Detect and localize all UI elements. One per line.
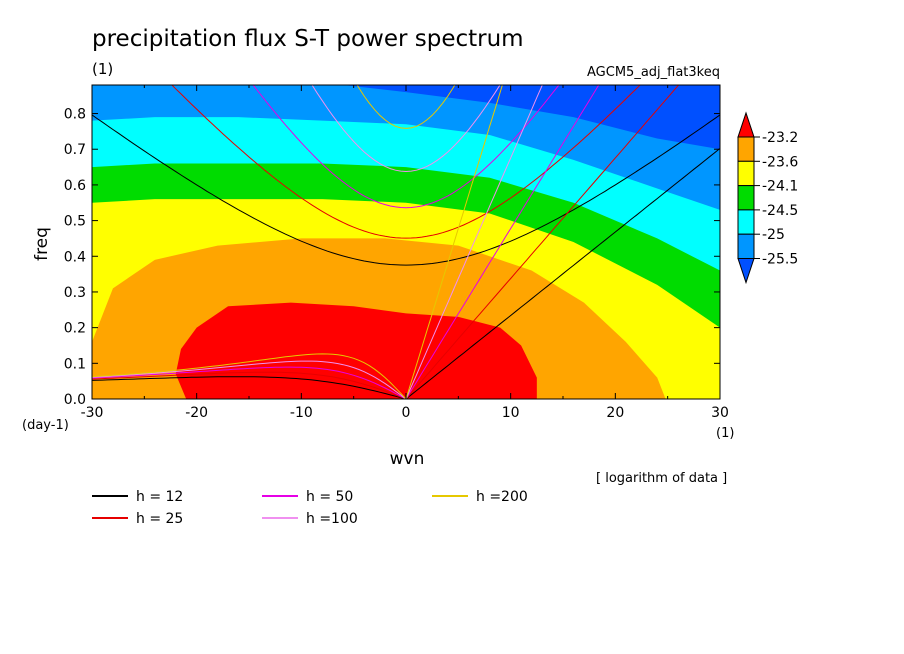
series-line-h25-rossby [92,371,407,399]
x-axis-unit: (1) [716,426,734,441]
colorbar-label: -23.6 [762,154,798,170]
colorbar-segment [737,233,755,259]
colorbar-label: -24.1 [762,179,798,195]
legend: h = 12 h = 25 h = 50 h =100 h =200 [92,489,528,527]
y-tick-label: 0.1 [64,356,86,372]
colorbar-segment [737,136,755,162]
colorbar-label: -25.5 [762,252,798,268]
y-tick-label: 0.7 [64,142,86,158]
x-tick-label: 20 [606,405,624,421]
axis-ticks: -30 -20 -10 0 10 20 30 0.0 0.1 0.2 0.3 0.4 0.5 0.6 0.7… [64,85,729,421]
series-line-h50-rossby [92,366,407,399]
y-axis-unit: (day-1) [22,418,69,433]
series-line-h200-rossby [92,353,407,399]
x-tick-label: -10 [290,405,313,421]
dispersion-lines [92,85,720,399]
series-line-h100-ig1 [311,85,501,173]
colorbar-segment [737,185,755,211]
colorbar-bottom-arrow [737,258,755,285]
series-line-h100-kelvin [405,85,543,399]
subtitle-right: AGCM5_adj_flat3keq [587,65,720,80]
colorbar-top-arrow [737,111,755,138]
series-line-h200-kelvin [405,85,503,399]
legend-label: h =100 [306,511,358,527]
x-tick-label: 10 [502,405,520,421]
colorbar-label: -24.5 [762,203,798,219]
series-line-h25-ig1 [171,85,641,239]
colorbar: -23.2 -23.6 -24.1 -24.5 -25 -25.5 [737,111,798,285]
chart-title: precipitation flux S-T power spectrum [92,26,524,52]
series-line-h12-ig1 [92,114,720,266]
series-line-h200-ig1 [356,85,456,129]
y-tick-label: 0.5 [64,214,86,230]
series-line-h25-kelvin [405,85,680,399]
x-tick-label: 0 [402,405,411,421]
colorbar-segment [737,209,755,235]
series-line-h12-kelvin [405,148,720,399]
x-tick-label: -20 [185,405,208,421]
legend-label: h = 50 [306,489,353,505]
x-tick-label: -30 [81,405,104,421]
y-tick-label: 0.8 [64,107,86,123]
colorbar-label: -25 [762,227,785,243]
x-tick-label: 30 [711,405,729,421]
y-tick-label: 0.4 [64,249,86,265]
y-axis-label: freq [32,227,52,261]
legend-label: h = 12 [136,489,183,505]
colorbar-segment [737,160,755,187]
contour-band--23.2 [175,302,537,399]
y-tick-label: 0.0 [64,392,86,408]
y-tick-label: 0.3 [64,285,86,301]
y-tick-label: 0.2 [64,321,86,337]
legend-label: h =200 [476,489,528,505]
series-line-h50-kelvin [405,85,600,399]
series-line-h12-rossby [92,376,407,399]
plot-area [91,84,721,400]
data-note: [ logarithm of data ] [596,471,727,486]
y-tick-label: 0.6 [64,178,86,194]
series-line-h50-ig1 [252,85,560,209]
subtitle-left: (1) [92,60,113,78]
x-axis-label: wvn [390,449,425,469]
legend-label: h = 25 [136,511,183,527]
colorbar-label: -23.2 [762,130,798,146]
series-line-h100-rossby [92,360,407,399]
